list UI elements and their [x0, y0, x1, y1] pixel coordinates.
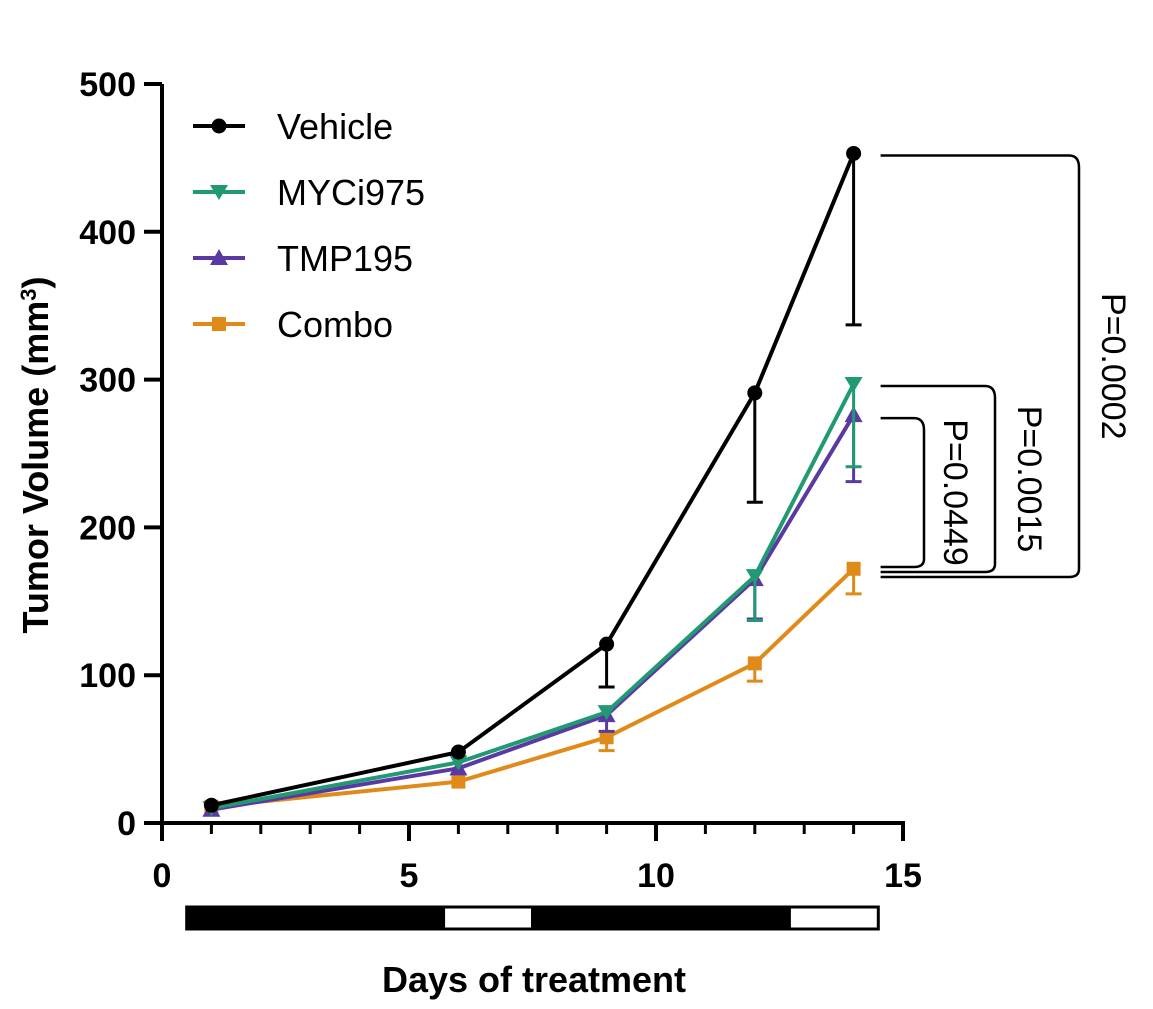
legend-label-combo: Combo: [277, 304, 393, 345]
series-group: [202, 145, 863, 817]
axes: 0 100 200 300 400 500 0 5 10 15: [79, 66, 922, 895]
y-tick-label: 400: [79, 214, 136, 252]
series-combo: [204, 561, 862, 814]
legend-marker-tmp195: [210, 249, 228, 265]
p-value-label: P=0.0002: [1094, 293, 1132, 440]
x-axis-title: Days of treatment: [382, 959, 686, 1000]
point-vehicle: [846, 145, 862, 161]
schedule-segment-off: [787, 905, 880, 931]
y-axis-title-superscript: 3: [16, 289, 41, 301]
legend-marker-vehicle: [211, 118, 227, 134]
legend-marker-myci975: [210, 185, 228, 200]
schedule-segment-off: [442, 905, 534, 931]
point-vehicle: [450, 744, 466, 760]
point-vehicle: [747, 385, 763, 401]
x-tick-label: 5: [400, 857, 419, 895]
point-combo: [747, 656, 762, 671]
significance-brackets: P=0.0002 P=0.0015 P=0.0449: [880, 154, 1132, 579]
bracket-vehicle-vs-combo: [880, 154, 1081, 579]
line-myci975: [211, 383, 856, 811]
series-vehicle: [203, 145, 862, 813]
legend-label-myci975: MYCi975: [277, 172, 425, 213]
schedule-segment-on: [185, 905, 446, 931]
legend-label-vehicle: Vehicle: [277, 106, 393, 147]
series-myci975: [202, 377, 863, 817]
line-tmp195: [211, 414, 856, 812]
point-myci975: [449, 755, 468, 771]
point-combo: [451, 774, 466, 789]
y-tick-label: 100: [79, 657, 136, 695]
line-combo: [211, 567, 855, 809]
y-tick-label: 500: [79, 66, 136, 104]
point-myci975: [844, 377, 863, 393]
y-tick-label: 0: [117, 805, 136, 843]
legend-label-tmp195: TMP195: [277, 238, 413, 279]
point-myci975: [745, 569, 764, 585]
schedule-segment-on: [531, 905, 791, 931]
y-axis-title-main: Tumor Volume (mm: [15, 301, 56, 634]
legend-marker-combo: [212, 317, 226, 331]
point-vehicle: [203, 797, 219, 813]
x-tick-label: 10: [637, 857, 675, 895]
point-myci975: [597, 705, 616, 721]
y-axis-title-close: ): [15, 277, 56, 289]
treatment-schedule-bar: [185, 905, 880, 931]
point-combo: [599, 730, 614, 745]
point-combo: [846, 561, 861, 576]
p-value-label: P=0.0449: [936, 419, 974, 566]
y-axis-title: Tumor Volume (mm3): [15, 277, 56, 634]
point-vehicle: [599, 636, 615, 652]
y-tick-label: 300: [79, 362, 136, 400]
bracket-myci975-vs-combo: [880, 384, 997, 574]
bracket-tmp195-vs-combo: [880, 416, 926, 569]
x-tick-label: 15: [884, 857, 922, 895]
x-tick-label: 0: [153, 857, 172, 895]
y-tick-label: 200: [79, 509, 136, 547]
legend: Vehicle MYCi975 TMP195 Combo: [193, 106, 425, 345]
series-tmp195: [202, 406, 863, 817]
p-value-label: P=0.0015: [1010, 406, 1048, 553]
